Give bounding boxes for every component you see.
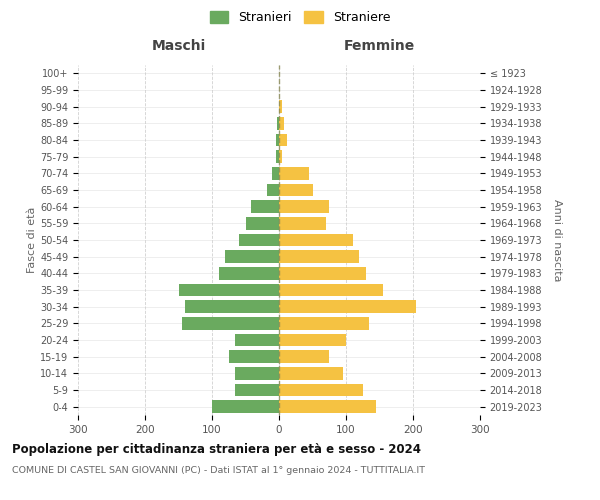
Bar [235,367,279,380]
Bar [279,184,313,196]
Text: Maschi: Maschi [151,38,206,52]
Bar [279,234,353,246]
Bar [185,300,279,313]
Bar [279,400,376,413]
Bar [277,134,279,146]
Bar [279,317,370,330]
Bar [279,250,359,263]
Bar [279,134,287,146]
Bar [277,117,279,130]
Bar [235,334,279,346]
Bar [182,317,279,330]
Text: Femmine: Femmine [344,38,415,52]
Bar [212,400,279,413]
Bar [279,350,329,363]
Bar [251,200,279,213]
Bar [235,384,279,396]
Bar [279,367,343,380]
Bar [279,167,309,179]
Bar [239,234,279,246]
Bar [226,250,279,263]
Bar [275,150,279,163]
Bar [245,217,279,230]
Bar [229,350,279,363]
Bar [279,150,283,163]
Text: Popolazione per cittadinanza straniera per età e sesso - 2024: Popolazione per cittadinanza straniera p… [12,442,421,456]
Bar [279,267,366,280]
Bar [279,100,283,113]
Bar [279,284,383,296]
Bar [279,384,363,396]
Bar [279,300,416,313]
Bar [267,184,279,196]
Bar [279,334,346,346]
Bar [218,267,279,280]
Bar [279,117,284,130]
Legend: Stranieri, Straniere: Stranieri, Straniere [205,6,395,29]
Bar [279,217,326,230]
Bar [279,200,329,213]
Y-axis label: Fasce di età: Fasce di età [27,207,37,273]
Bar [179,284,279,296]
Bar [272,167,279,179]
Y-axis label: Anni di nascita: Anni di nascita [552,198,562,281]
Text: COMUNE DI CASTEL SAN GIOVANNI (PC) - Dati ISTAT al 1° gennaio 2024 - TUTTITALIA.: COMUNE DI CASTEL SAN GIOVANNI (PC) - Dat… [12,466,425,475]
